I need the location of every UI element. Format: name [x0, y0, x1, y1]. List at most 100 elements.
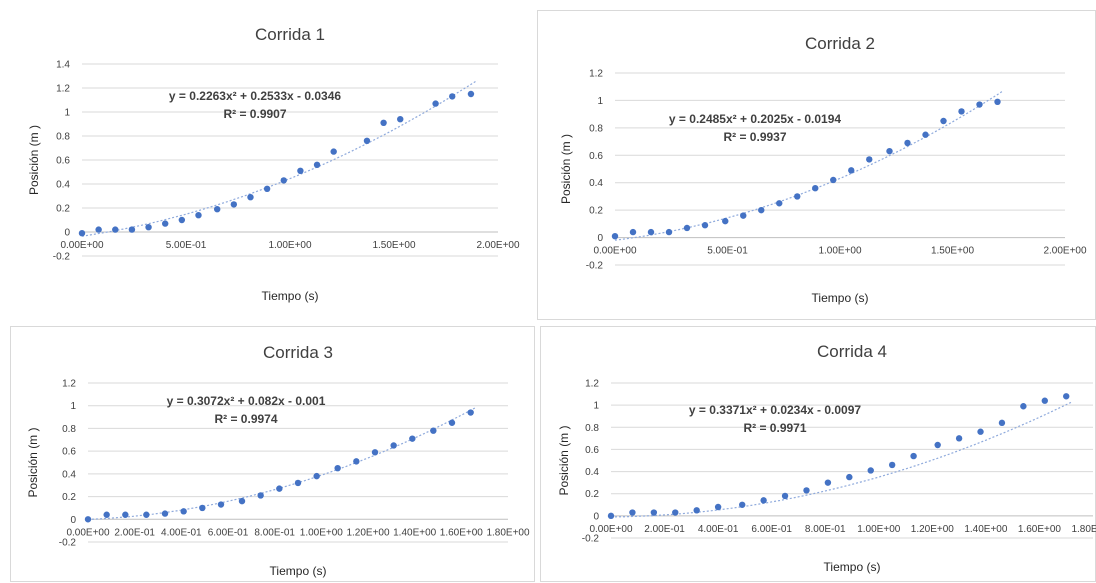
x-tick-label: 8.00E-01	[254, 527, 295, 538]
data-point	[830, 176, 837, 184]
x-tick-label: 2.00E-01	[114, 527, 155, 538]
data-point	[195, 212, 202, 219]
data-point	[313, 472, 320, 480]
data-point	[161, 510, 169, 517]
y-tick-label: 0.2	[62, 492, 76, 503]
data-point	[714, 503, 722, 511]
data-point	[162, 220, 169, 227]
trendline-r2: R² = 0.9974	[214, 412, 277, 426]
trendline-r2: R² = 0.9907	[223, 107, 286, 121]
trendline-equation: y = 0.2263x² + 0.2533x - 0.0346	[169, 89, 341, 103]
data-point	[467, 409, 474, 416]
x-tick-label: 1.40E+00	[964, 524, 1008, 535]
trendline	[87, 407, 476, 520]
data-point	[683, 224, 691, 232]
y-axis-title: Posición (m )	[559, 134, 573, 204]
y-tick-label: 0.8	[56, 132, 70, 143]
x-tick-label: 6.00E-01	[751, 524, 792, 535]
trendline	[81, 79, 478, 237]
y-tick-label: 0.4	[585, 467, 599, 478]
y-tick-label: -0.2	[586, 261, 604, 272]
data-point	[846, 473, 853, 481]
x-axis-title: Tiempo (s)	[824, 560, 881, 574]
data-point	[95, 226, 102, 233]
y-tick-label: 0.4	[589, 178, 603, 189]
x-tick-label: 1.00E+00	[818, 246, 862, 257]
x-axis-title: Tiempo (s)	[812, 291, 869, 305]
data-point	[794, 193, 801, 200]
data-point	[371, 449, 379, 456]
x-tick-label: 1.00E+00	[300, 527, 344, 538]
trendline-equation: y = 0.2485x² + 0.2025x - 0.0194	[669, 112, 841, 126]
y-tick-label: 0.2	[585, 489, 599, 500]
data-point	[128, 226, 136, 233]
data-point	[867, 467, 874, 474]
chart-corrida-2: Corrida 2 1.2 1 0.8 0.6 0.4 0.2 0 -0.2 0.00E+00 5.…	[537, 10, 1096, 320]
x-tick-label: 1.60E+00	[1018, 524, 1062, 535]
data-point	[380, 119, 387, 127]
x-tick-label: 5.00E-01	[166, 240, 207, 251]
data-point	[665, 228, 673, 236]
data-point	[112, 226, 119, 233]
data-point	[1020, 403, 1027, 410]
data-point	[955, 435, 963, 442]
data-point	[276, 485, 283, 492]
data-point	[776, 200, 783, 207]
x-tick-label: 0.00E+00	[60, 240, 104, 251]
data-point	[812, 185, 819, 192]
y-tick-label: 1.2	[589, 69, 603, 80]
x-tick-label: 1.80E+00	[1071, 524, 1096, 535]
x-tick-label: 0.00E+00	[66, 527, 110, 538]
data-point	[1041, 397, 1048, 404]
data-point	[629, 509, 636, 516]
data-point	[672, 509, 679, 516]
trendline-equation: y = 0.3371x² + 0.0234x - 0.0097	[689, 403, 861, 417]
data-point	[760, 497, 767, 504]
data-point	[824, 479, 832, 486]
x-tick-label: 1.50E+00	[931, 246, 975, 257]
y-tick-label: 1.2	[585, 379, 599, 390]
y-tick-label: -0.2	[59, 538, 77, 549]
data-point	[217, 501, 225, 508]
x-tick-label: 4.00E-01	[161, 527, 202, 538]
data-point	[910, 452, 917, 460]
x-tick-label: 1.50E+00	[372, 240, 416, 251]
data-point	[848, 167, 855, 174]
y-tick-label: 1	[70, 401, 76, 412]
y-axis-title: Posición (m )	[557, 425, 571, 495]
trendline	[610, 401, 1072, 518]
data-point	[781, 492, 789, 500]
data-point	[363, 137, 371, 144]
data-point	[922, 131, 929, 138]
data-point	[607, 512, 615, 520]
y-tick-label: 0.6	[56, 156, 70, 167]
x-tick-label: 1.60E+00	[440, 527, 484, 538]
data-point	[740, 212, 747, 219]
y-tick-label: -0.2	[582, 534, 600, 545]
data-point	[238, 497, 246, 505]
y-tick-label: 0.6	[62, 447, 76, 458]
data-point	[294, 479, 302, 487]
x-tick-label: 2.00E-01	[644, 524, 685, 535]
chart-title: Corrida 3	[263, 343, 333, 362]
x-tick-label: 2.00E+00	[1043, 246, 1087, 257]
data-point	[803, 487, 810, 494]
x-tick-label: 5.00E-01	[707, 246, 748, 257]
trendline	[614, 91, 1003, 241]
data-point	[199, 504, 206, 512]
data-point	[330, 148, 337, 155]
trendline-r2: R² = 0.9937	[723, 130, 786, 144]
x-tick-label: 8.00E-01	[805, 524, 846, 535]
x-tick-label: 0.00E+00	[589, 524, 633, 535]
data-point	[722, 217, 729, 225]
data-point	[230, 201, 238, 208]
x-tick-label: 1.20E+00	[911, 524, 955, 535]
data-point	[78, 230, 86, 237]
y-tick-label: 0.8	[585, 423, 599, 434]
y-tick-label: -0.2	[53, 252, 71, 263]
y-tick-label: 0	[597, 233, 603, 244]
data-point	[143, 511, 150, 518]
data-point	[334, 464, 341, 472]
chart-title: Corrida 2	[805, 34, 875, 53]
x-axis-title: Tiempo (s)	[270, 564, 327, 578]
